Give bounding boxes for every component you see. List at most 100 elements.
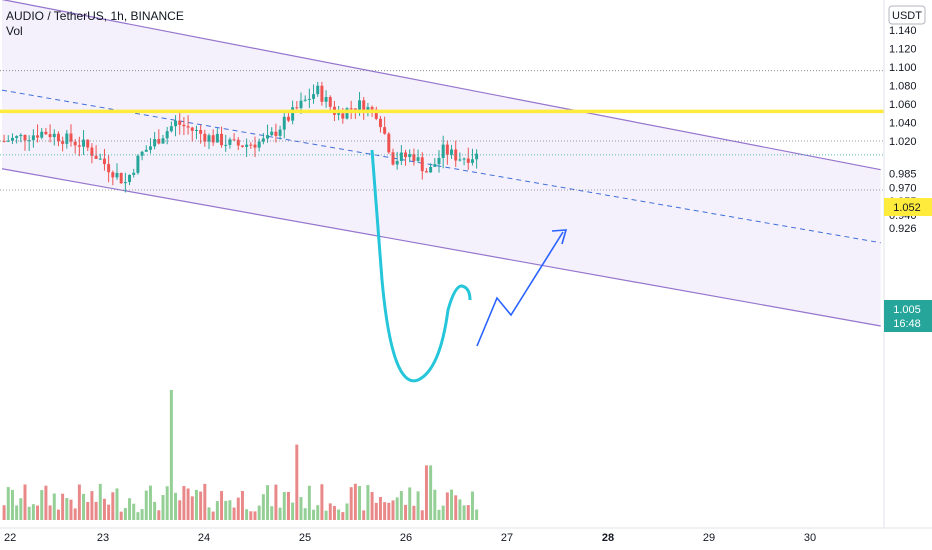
candle-body	[36, 135, 40, 138]
candle-body	[470, 159, 474, 163]
volume-bar	[320, 484, 324, 520]
candle-body	[303, 99, 307, 101]
volume-bar	[23, 484, 27, 520]
candle-body	[291, 107, 295, 121]
volume-bar	[240, 490, 244, 520]
candle-body	[345, 108, 349, 119]
candle-body	[15, 136, 19, 138]
symbol-title[interactable]: AUDIO / TetherUS, 1h, BINANCE	[6, 9, 184, 23]
volume-bar	[215, 501, 219, 520]
swing-curve-drawing	[370, 149, 472, 383]
volume-bar	[404, 504, 408, 520]
candle-body	[320, 85, 324, 102]
current-price-tag	[884, 300, 932, 332]
channel-upper-line	[1, 0, 881, 171]
volume-bar	[182, 486, 186, 520]
volume-bar	[303, 508, 307, 520]
volume-bar	[90, 491, 94, 520]
candle-body	[102, 158, 106, 165]
volume-bar	[157, 510, 161, 520]
candle-body	[203, 133, 207, 142]
candle-body	[450, 149, 454, 155]
price-tick-label: 0.926	[889, 223, 917, 235]
candle-body	[140, 151, 144, 156]
volume-bar	[186, 488, 190, 520]
candle-body	[65, 133, 69, 144]
volume-bar	[266, 485, 270, 520]
volume-bar	[36, 505, 40, 520]
candle-body	[462, 158, 466, 160]
channel-layer	[1, 0, 881, 327]
candle-body	[2, 141, 6, 142]
candle-body	[90, 147, 94, 156]
candle-body	[374, 109, 378, 119]
volume-layer	[2, 390, 479, 520]
candle-body	[429, 166, 433, 173]
candle-body	[157, 139, 161, 144]
candle-body	[307, 98, 311, 100]
candle-body	[466, 158, 470, 163]
volume-bar	[207, 507, 211, 520]
price-tick-label: 1.120	[889, 44, 917, 56]
volume-bar	[337, 509, 341, 520]
candle-body	[282, 116, 286, 130]
volume-bar	[274, 484, 278, 520]
price-axis-bg[interactable]	[884, 0, 932, 528]
candle-body	[437, 157, 441, 165]
candle-body	[23, 134, 27, 141]
volume-bar	[324, 510, 328, 520]
volume-bar	[416, 491, 420, 520]
volume-bar	[295, 444, 299, 520]
projection-path	[476, 231, 564, 347]
volume-bar	[107, 504, 111, 520]
candle-body	[115, 172, 119, 178]
chart-header: AUDIO / TetherUS, 1h, BINANCE Vol	[6, 9, 184, 39]
candle-body	[123, 182, 127, 184]
volume-bar	[236, 497, 240, 520]
channel-middle-dashed-line	[1, 89, 881, 244]
candle-body	[94, 155, 98, 159]
volume-bar	[140, 509, 144, 520]
candle-body	[182, 124, 186, 127]
volume-bar	[387, 502, 391, 520]
candle-body	[61, 141, 65, 144]
candle-body	[194, 129, 198, 131]
volume-bar	[69, 499, 73, 520]
volume-bar	[424, 465, 428, 520]
volume-bar	[454, 495, 458, 520]
candle-body	[312, 94, 316, 99]
candle-body	[136, 155, 140, 173]
candle-body	[278, 129, 282, 136]
volume-bar	[123, 508, 127, 520]
candle-body	[416, 157, 420, 161]
candle-body	[144, 149, 148, 152]
volume-bar	[395, 497, 399, 520]
candle-body	[190, 127, 194, 131]
current-price-label: 1.005	[893, 304, 921, 316]
candle-body	[253, 144, 257, 148]
candle-body	[111, 172, 115, 178]
volume-legend: Vol	[6, 24, 23, 38]
volume-bar	[2, 505, 6, 520]
volume-bar	[220, 491, 224, 520]
price-tick-label: 1.060	[889, 99, 917, 111]
time-tick-label: 28	[602, 532, 614, 544]
projection-arrowhead	[551, 229, 568, 245]
candle-body	[31, 135, 35, 141]
candle-body	[433, 164, 437, 167]
price-tick-label: 1.100	[889, 62, 917, 74]
candle-body	[236, 139, 240, 146]
candle-body	[266, 135, 270, 139]
volume-bar	[249, 511, 253, 520]
yellow-level-label: 1.052	[893, 202, 921, 214]
candle-body	[445, 144, 449, 155]
volume-bar	[383, 502, 387, 520]
currency-badge[interactable]	[888, 5, 926, 25]
volume-bar	[40, 490, 44, 520]
volume-bar	[349, 487, 353, 520]
candle-body	[391, 152, 395, 165]
candle-body	[119, 172, 123, 184]
candle-body	[383, 127, 387, 134]
volume-bar	[56, 509, 60, 520]
